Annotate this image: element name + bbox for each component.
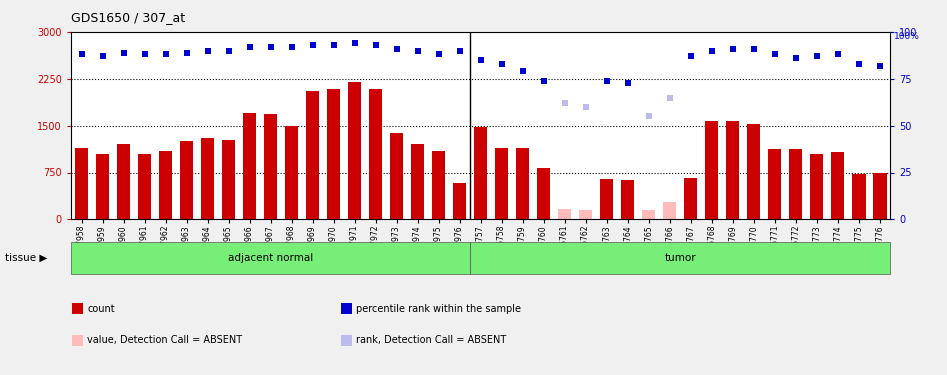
Bar xyxy=(137,154,152,219)
Text: 100%: 100% xyxy=(894,32,920,41)
Bar xyxy=(306,91,319,219)
Bar xyxy=(348,82,362,219)
Point xyxy=(368,42,384,48)
Bar xyxy=(642,210,655,219)
Point xyxy=(305,42,320,48)
Bar xyxy=(470,242,890,274)
Bar xyxy=(810,154,824,219)
Point xyxy=(515,68,530,74)
Point xyxy=(704,48,719,54)
Point xyxy=(158,51,173,57)
Point xyxy=(474,57,489,63)
Bar xyxy=(71,242,470,274)
Bar xyxy=(725,121,740,219)
Bar xyxy=(222,140,236,219)
Bar xyxy=(75,147,88,219)
Text: count: count xyxy=(87,304,115,313)
Text: adjacent normal: adjacent normal xyxy=(228,253,313,263)
Bar xyxy=(159,151,172,219)
Bar xyxy=(368,89,383,219)
Bar xyxy=(684,178,698,219)
Bar xyxy=(705,121,719,219)
Point xyxy=(641,113,656,119)
Bar xyxy=(453,183,467,219)
Point xyxy=(221,48,236,54)
Point xyxy=(851,61,867,67)
Point xyxy=(809,53,824,59)
Bar xyxy=(747,124,760,219)
Bar xyxy=(116,144,131,219)
Bar xyxy=(242,113,257,219)
Bar xyxy=(96,154,109,219)
Point xyxy=(536,78,551,84)
Point xyxy=(179,50,194,55)
Point xyxy=(116,50,131,55)
Bar xyxy=(516,147,529,219)
Point xyxy=(95,53,110,59)
Bar xyxy=(263,114,277,219)
Text: tissue ▶: tissue ▶ xyxy=(5,253,47,263)
Point xyxy=(347,40,362,46)
Point xyxy=(410,48,425,54)
Point xyxy=(557,100,572,106)
Point xyxy=(242,44,258,50)
Point xyxy=(683,53,698,59)
Bar xyxy=(432,151,445,219)
Bar xyxy=(390,133,403,219)
Bar xyxy=(663,202,676,219)
Bar xyxy=(558,209,571,219)
Bar xyxy=(599,179,614,219)
Point xyxy=(662,94,677,100)
Point xyxy=(788,55,803,61)
Point xyxy=(452,48,467,54)
Text: tumor: tumor xyxy=(665,253,696,263)
Point xyxy=(284,44,299,50)
Point xyxy=(200,48,215,54)
Bar xyxy=(285,126,298,219)
Point xyxy=(725,46,741,52)
Text: value, Detection Call = ABSENT: value, Detection Call = ABSENT xyxy=(87,336,242,345)
Point xyxy=(767,51,782,57)
Point xyxy=(494,61,509,67)
Point xyxy=(431,51,446,57)
Bar xyxy=(411,144,424,219)
Bar xyxy=(789,149,802,219)
Point xyxy=(578,104,593,110)
Point xyxy=(599,78,615,84)
Text: percentile rank within the sample: percentile rank within the sample xyxy=(356,304,521,313)
Point xyxy=(137,51,152,57)
Point xyxy=(326,42,341,48)
Bar xyxy=(768,149,781,219)
Point xyxy=(389,46,404,52)
Bar xyxy=(537,168,550,219)
Bar xyxy=(201,138,214,219)
Bar xyxy=(831,152,845,219)
Point xyxy=(872,63,887,69)
Bar xyxy=(579,210,593,219)
Text: rank, Detection Call = ABSENT: rank, Detection Call = ABSENT xyxy=(356,336,507,345)
Point xyxy=(831,51,846,57)
Point xyxy=(74,51,89,57)
Bar xyxy=(180,141,193,219)
Bar xyxy=(474,127,488,219)
Point xyxy=(620,80,635,86)
Bar xyxy=(852,174,866,219)
Text: GDS1650 / 307_at: GDS1650 / 307_at xyxy=(71,11,186,24)
Point xyxy=(263,44,278,50)
Bar xyxy=(327,89,340,219)
Bar xyxy=(873,173,886,219)
Point xyxy=(746,46,761,52)
Bar xyxy=(621,180,634,219)
Bar xyxy=(494,147,509,219)
